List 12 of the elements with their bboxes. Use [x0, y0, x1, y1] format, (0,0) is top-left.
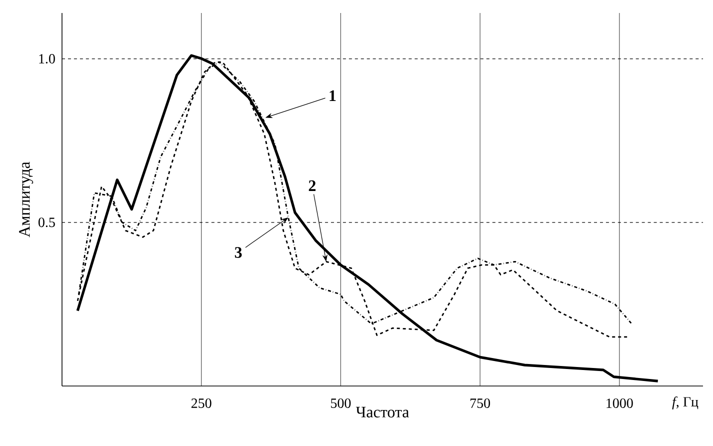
annotation: 3	[234, 247, 242, 258]
y-tick-label: 1.0	[39, 54, 55, 64]
x-tick-label: 250	[191, 398, 212, 408]
y-axis-title: Амплитуда	[19, 162, 34, 238]
text: f, Гц	[672, 396, 698, 410]
y-tick-label: 0.5	[38, 218, 55, 228]
x-tick-label: 500	[331, 398, 351, 408]
x-tick-label: 1000	[606, 398, 633, 408]
annotation: 1	[330, 90, 336, 101]
annotation: 2	[308, 180, 316, 191]
x-axis-title: Частота	[356, 406, 410, 418]
x-tick-label: 750	[470, 398, 490, 408]
